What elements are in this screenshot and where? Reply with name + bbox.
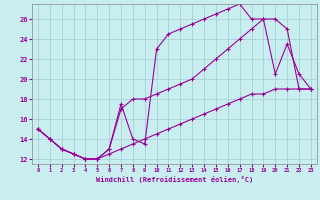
X-axis label: Windchill (Refroidissement éolien,°C): Windchill (Refroidissement éolien,°C) bbox=[96, 176, 253, 183]
